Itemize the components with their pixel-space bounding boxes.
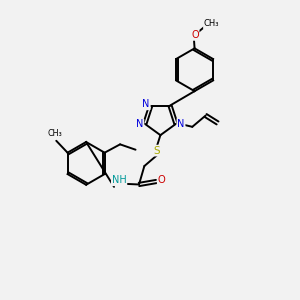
Text: O: O: [191, 30, 199, 40]
Text: N: N: [142, 99, 150, 110]
Text: O: O: [158, 175, 166, 185]
Text: NH: NH: [112, 175, 127, 185]
Text: S: S: [154, 146, 160, 156]
Text: CH₃: CH₃: [204, 20, 219, 28]
Text: N: N: [177, 119, 185, 129]
Text: N: N: [136, 119, 143, 129]
Text: CH₃: CH₃: [47, 129, 62, 138]
